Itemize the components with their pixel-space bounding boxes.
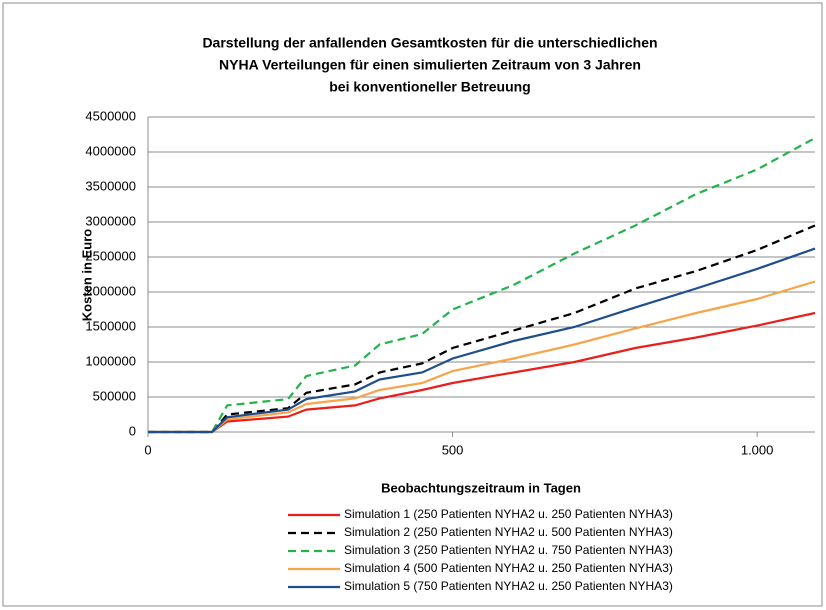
- x-tick-label: 0: [144, 442, 151, 457]
- legend-label: Simulation 3 (250 Patienten NYHA2 u. 750…: [344, 543, 673, 557]
- x-tick-label: 500: [442, 442, 464, 457]
- y-tick-label: 3000000: [85, 213, 136, 228]
- legend-label: Simulation 5 (750 Patienten NYHA2 u. 250…: [344, 579, 673, 593]
- chart-title: Darstellung der anfallenden Gesamtkosten…: [202, 35, 657, 51]
- y-tick-label: 4500000: [85, 108, 136, 123]
- legend-label: Simulation 1 (250 Patienten NYHA2 u. 250…: [344, 507, 673, 521]
- y-tick-label: 0: [129, 423, 136, 438]
- y-tick-label: 2500000: [85, 248, 136, 263]
- y-tick-label: 500000: [93, 388, 136, 403]
- y-axis-title: Kosten in Euro: [79, 229, 94, 322]
- series-line: [148, 280, 816, 434]
- chart-title: NYHA Verteilungen für einen simulierten …: [219, 57, 641, 73]
- legend-label: Simulation 4 (500 Patienten NYHA2 u. 250…: [344, 561, 673, 575]
- y-tick-label: 4000000: [85, 143, 136, 158]
- legend-label: Simulation 2 (250 Patienten NYHA2 u. 500…: [344, 525, 673, 539]
- y-tick-label: 1500000: [85, 318, 136, 333]
- x-tick-label: 1.000: [741, 442, 774, 457]
- x-axis-title: Beobachtungszeitraum in Tagen: [381, 480, 581, 495]
- series-line: [148, 311, 816, 434]
- y-tick-label: 2000000: [85, 283, 136, 298]
- series-line: [148, 247, 816, 434]
- chart-title: bei konventioneller Betreuung: [329, 79, 530, 95]
- y-tick-label: 3500000: [85, 178, 136, 193]
- y-tick-label: 1000000: [85, 353, 136, 368]
- series-line: [148, 224, 816, 434]
